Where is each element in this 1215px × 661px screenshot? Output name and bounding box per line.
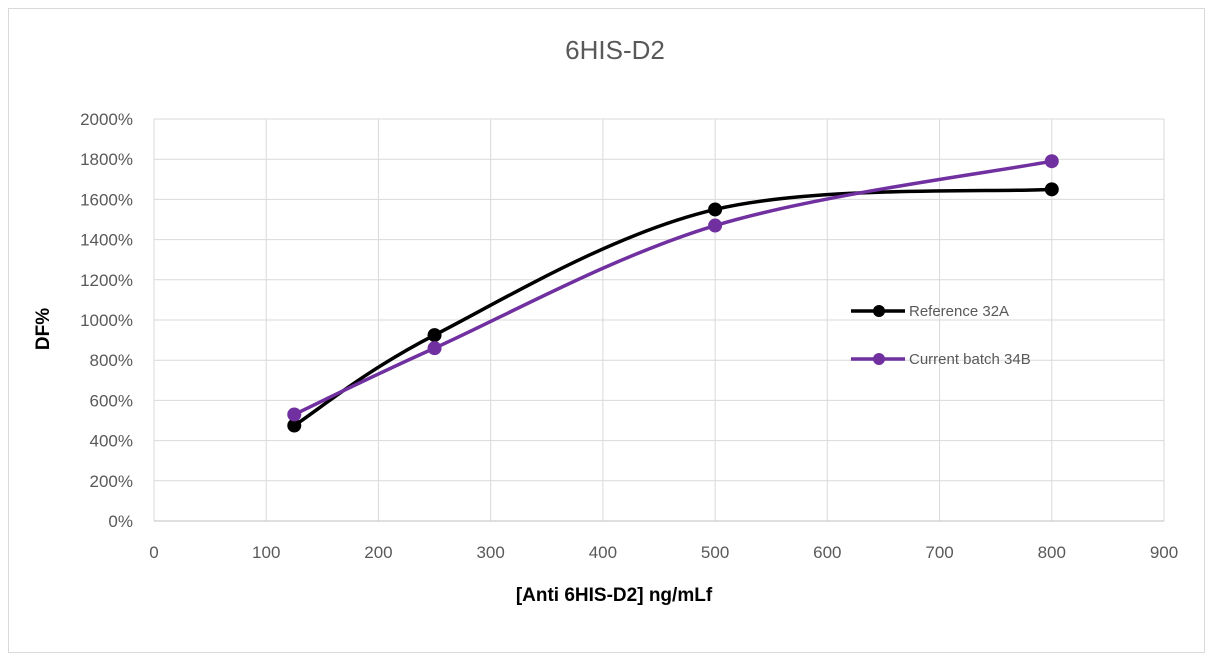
data-point: [287, 418, 302, 433]
x-tick-label: 300: [476, 543, 504, 562]
x-tick-label: 600: [813, 543, 841, 562]
x-tick-label: 200: [364, 543, 392, 562]
chart-svg: 0% 200% 400% 600% 800% 1000% 1200% 1400% 1600% 18…: [33, 35, 1178, 606]
legend-item: Reference 32A: [851, 303, 1009, 320]
y-tick-label: 2000%: [80, 110, 133, 129]
y-tick-label: 1800%: [80, 150, 133, 169]
data-point: [1044, 154, 1059, 169]
data-point: [427, 341, 442, 356]
x-tick-label: 500: [701, 543, 729, 562]
x-axis-title: [Anti 6HIS-D2] ng/mLf: [516, 585, 713, 606]
y-tick-label: 1200%: [80, 271, 133, 290]
axes: 0% 200% 400% 600% 800% 1000% 1200% 1400% 1600% 18…: [80, 110, 1178, 562]
y-tick-label: 1600%: [80, 190, 133, 209]
legend-marker: [873, 305, 885, 317]
legend-label: Reference 32A: [909, 303, 1009, 320]
grid: [153, 118, 1165, 522]
legend-label: Current batch 34B: [909, 351, 1031, 368]
series-layer: [287, 154, 1059, 433]
data-point: [708, 218, 723, 233]
x-tick-label: 100: [252, 543, 280, 562]
data-point: [427, 328, 442, 343]
x-tick-label: 0: [149, 543, 158, 562]
legend-marker: [873, 353, 885, 365]
legend: Reference 32A Current batch 34B: [851, 303, 1031, 368]
y-tick-label: 1400%: [80, 231, 133, 250]
legend-item: Current batch 34B: [851, 351, 1031, 368]
y-axis-title: DF%: [33, 308, 54, 350]
x-tick-label: 700: [925, 543, 953, 562]
series-line-2: [293, 159, 1053, 417]
series-line-1: [293, 187, 1052, 427]
data-point: [1044, 182, 1059, 197]
y-tick-label: 600%: [90, 391, 133, 410]
data-point: [287, 407, 302, 422]
y-tick-label: 1000%: [80, 311, 133, 330]
x-tick-label: 400: [589, 543, 617, 562]
y-tick-label: 0%: [108, 512, 133, 531]
x-tick-label: 800: [1038, 543, 1066, 562]
y-tick-label: 200%: [90, 472, 133, 491]
data-point: [708, 202, 723, 217]
y-tick-label: 400%: [90, 432, 133, 451]
chart-title: 6HIS-D2: [565, 35, 665, 65]
chart-area: 0% 200% 400% 600% 800% 1000% 1200% 1400% 1600% 18…: [8, 8, 1205, 653]
x-tick-label: 900: [1150, 543, 1178, 562]
y-tick-label: 800%: [90, 351, 133, 370]
